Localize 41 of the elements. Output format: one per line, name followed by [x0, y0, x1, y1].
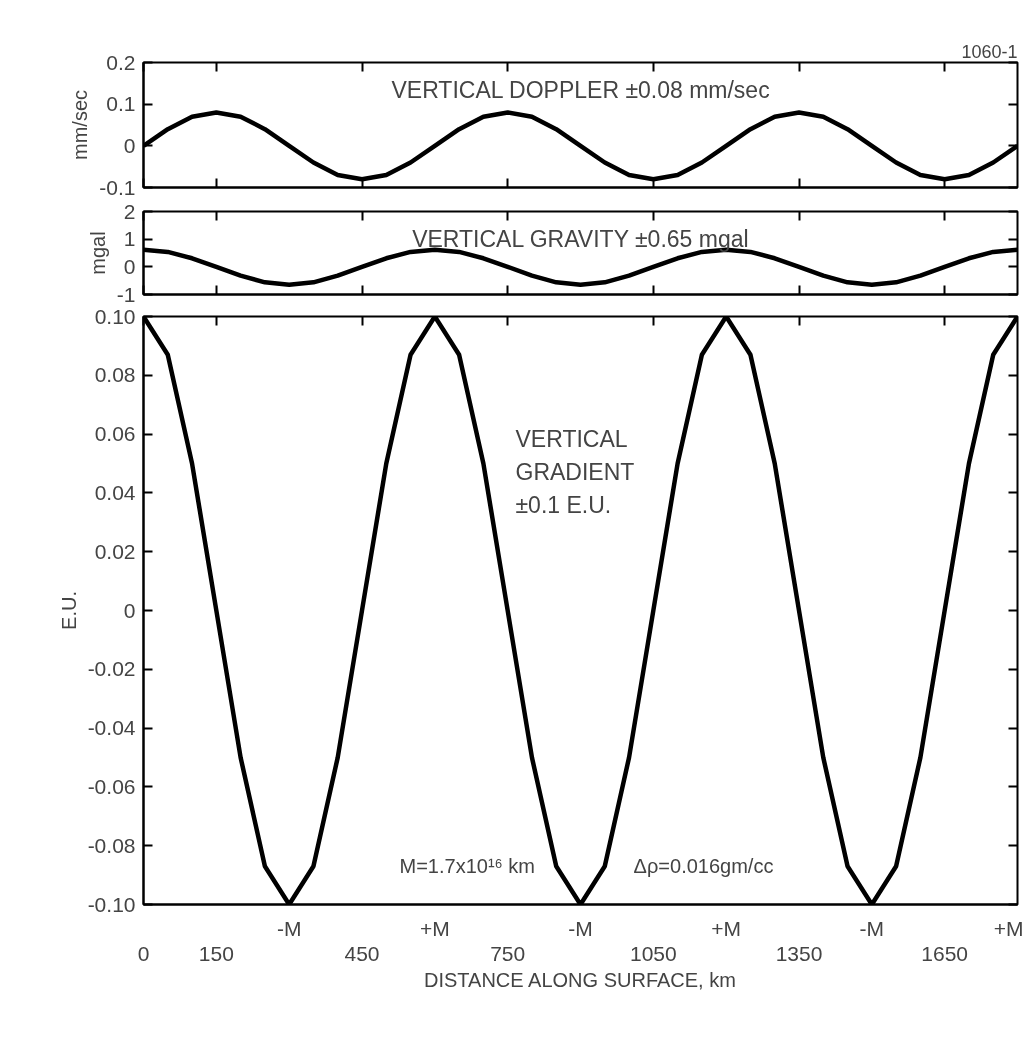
y-tick-label: 0 [123, 133, 136, 157]
x-tick-label: 150 [198, 941, 234, 965]
y-tick-label: -0.02 [87, 657, 136, 681]
y-tick-label: -0.10 [87, 892, 136, 916]
annotation: Δρ=0.016gm/cc [633, 854, 774, 877]
y-axis-title: mgal [86, 231, 109, 275]
text: VERTICAL GRADIENT ±0.1 E.U. [515, 425, 635, 518]
y-tick-label: 1 [123, 227, 136, 251]
y-tick-label: 2 [123, 199, 136, 223]
text: +M [419, 916, 450, 940]
x-tick-label: 1350 [775, 941, 823, 965]
x-tick-label: 450 [344, 941, 380, 965]
y-tick-label: 0.1 [106, 92, 136, 116]
y-tick-label: -0.06 [87, 774, 136, 798]
y-tick-label: -0.1 [99, 175, 136, 199]
y-tick-label: 0 [123, 598, 136, 622]
text: +M [993, 916, 1023, 940]
x-tick-label: 750 [490, 941, 526, 965]
text: -M [276, 916, 302, 940]
y-tick-label: 0.04 [94, 480, 136, 504]
y-tick-label: -0.08 [87, 833, 136, 857]
x-axis-title: DISTANCE ALONG SURFACE, km [424, 968, 736, 991]
y-tick-label: -1 [116, 282, 136, 306]
y-tick-label: 0 [123, 254, 136, 278]
y-axis-title: mm/sec [69, 90, 92, 160]
annotation: M=1.7x10¹⁶ km [399, 854, 535, 877]
y-tick-label: 0.02 [94, 539, 136, 563]
y-axis-title: E.U. [57, 591, 80, 630]
text: VERTICAL DOPPLER ±0.08 mm/sec [391, 76, 770, 103]
y-tick-label: 0.10 [94, 304, 136, 328]
y-tick-label: -0.04 [87, 716, 136, 740]
text: +M [711, 916, 742, 940]
y-tick-label: 0.08 [94, 363, 136, 387]
x-tick-label: 1050 [629, 941, 677, 965]
text: -M [568, 916, 593, 940]
y-tick-label: 0.06 [94, 422, 136, 446]
text: VERTICAL GRAVITY ±0.65 mgal [412, 225, 749, 252]
y-tick-label: 0.2 [106, 50, 136, 74]
text: -M [859, 916, 885, 940]
x-tick-label: 1650 [921, 941, 969, 965]
text: 1060-1 [961, 41, 1018, 62]
